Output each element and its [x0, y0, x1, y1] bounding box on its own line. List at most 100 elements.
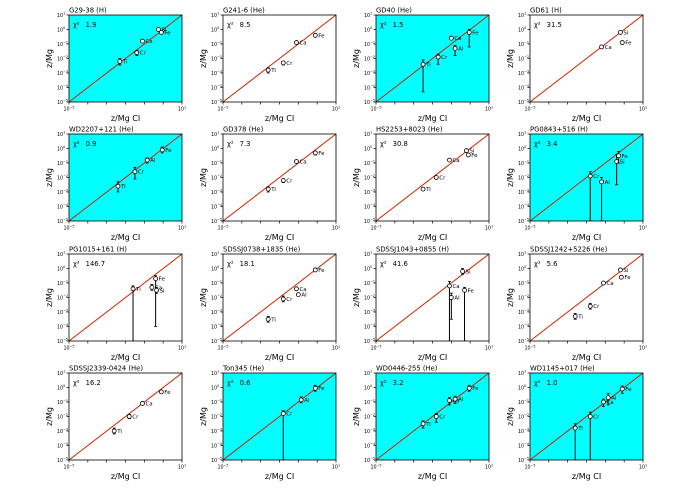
panel-4-y-tick-label: 10−2 [518, 55, 529, 62]
panel-15-x-axis-label: z/Mg CI [418, 472, 447, 481]
panel-11-points: Ca Al Si Fe [447, 268, 474, 341]
panel-2-y-tick-label: 10−4 [211, 84, 222, 91]
panel-11-point [448, 295, 454, 300]
panel-12-y-tick-label: 10−2 [518, 294, 529, 301]
panel-14-points: Cr Al Fe [280, 384, 325, 460]
panel-13-point [111, 428, 117, 434]
panel-13-point [158, 389, 164, 395]
panel-1-y-tick-label: 10−4 [57, 84, 68, 91]
panel-3-y-tick-label: 10−5 [364, 99, 375, 106]
panel-15-point [447, 398, 452, 403]
panel-13-y-tick-label: 10−3 [57, 428, 68, 435]
panel-4-chi2-value: 31.5 [547, 21, 562, 29]
panel-12-y-tick-label: 101 [518, 251, 526, 258]
panel-14-title: Ton345 (He) [222, 365, 265, 373]
panel-16-chi2-value: 1.0 [547, 379, 558, 387]
panel-4-x-tick-label: 10−5 [524, 105, 535, 112]
panel-1-y-axis-label: z/Mg [45, 49, 54, 68]
panel-10-y-tick-label: 10−2 [211, 294, 222, 301]
panel-16-point-label: Cr [593, 415, 600, 421]
panel-13-x-tick-label: 10−5 [63, 463, 74, 470]
panel-5-y-tick-label: 10−5 [57, 218, 68, 225]
panel-7-x-tick-label: 101 [485, 224, 493, 231]
panel-15-point [433, 414, 439, 419]
panel-12-point-label: Fe [624, 275, 631, 281]
panel-16-point [587, 414, 593, 419]
panel-5-y-tick-label: 10−3 [57, 189, 68, 196]
panel-6-chi2-symbol: χ² [227, 140, 234, 148]
panel-5-point [144, 157, 150, 163]
panel-16-point [619, 386, 625, 392]
panel-15-chi2-symbol: χ² [380, 379, 387, 387]
panel-1-chi2-symbol: χ² [73, 21, 80, 29]
panel-9-chi2: χ² 146.7 [73, 260, 105, 268]
panel-10-x-tick-label: 10−5 [217, 344, 228, 351]
panel-11-y-tick-label: 100 [364, 265, 372, 272]
panel-10-y-tick-label: 10−5 [211, 338, 222, 345]
panel-5-x-tick-label: 101 [178, 224, 186, 231]
panel-3-chi2: χ² 1.5 [380, 21, 403, 29]
panel-16-point [572, 425, 578, 431]
panel-14-point [298, 397, 304, 403]
panel-3-x-tick-label: 10−5 [370, 105, 381, 112]
panel-1-x-axis-label: z/Mg CI [111, 114, 140, 123]
panel-2-y-tick-label: 10−2 [211, 55, 222, 62]
panel-9-chi2-symbol: χ² [73, 260, 80, 268]
panel-6-y-tick-label: 10−3 [211, 189, 222, 196]
panel-9-point-label: Ca [155, 285, 162, 291]
panel-6-x-tick-label: 101 [332, 224, 340, 231]
panel-16-y-tick-label: 10−1 [518, 399, 529, 406]
panel-7-chi2: χ² 30.8 [380, 140, 408, 148]
panel-5-y-tick-label: 101 [57, 131, 65, 138]
panel-10-y-tick-label: 10−4 [211, 323, 222, 330]
panel-2-point [312, 32, 318, 38]
panel-10-point [295, 292, 301, 298]
panel-11-title: SDSSJ1043+0855 (H) [376, 246, 449, 254]
panel-15-point [466, 385, 472, 391]
panel-11-diagonal-line [375, 253, 490, 342]
panel-7-point [447, 157, 452, 163]
panel-13-y-axis-label: z/Mg [45, 407, 54, 426]
panel-3-point-label: Ti [425, 62, 431, 68]
panel-5-y-tick-label: 10−2 [57, 174, 68, 181]
panel-12-y-tick-label: 10−5 [518, 338, 529, 345]
panel-10-x-tick-label: 101 [332, 344, 340, 351]
panel-11-x-tick-label: 10−5 [370, 344, 381, 351]
panel-12-title: SDSSJ1242+5226 (He) [530, 246, 608, 254]
panel-6-x-axis-label: z/Mg CI [265, 233, 294, 242]
panel-7-x-axis-label: z/Mg CI [418, 233, 447, 242]
panel-16-chi2-symbol: χ² [534, 379, 541, 387]
panel-5-point-label: Cr [138, 170, 145, 176]
panel-7-point [420, 186, 426, 192]
panel-2-point [280, 60, 286, 66]
panel-3-y-tick-label: 10−4 [364, 84, 375, 91]
panel-11-x-tick-label: 101 [485, 344, 493, 351]
panel-12-chi2-symbol: χ² [534, 260, 541, 268]
panel-16-y-tick-label: 10−3 [518, 428, 529, 435]
panel-1-x-tick-label: 10−5 [63, 105, 74, 112]
panel-8-y-tick-label: 10−4 [518, 203, 529, 210]
panel-13-points: Ti Cr Ca Fe [111, 389, 171, 435]
panel-2-y-axis-label: z/Mg [199, 49, 208, 68]
panel-4-point [599, 44, 604, 50]
panel-10-y-tick-label: 100 [211, 265, 219, 272]
panel-12-point-label: Ca [606, 281, 613, 287]
panel-8-y-tick-label: 10−2 [518, 174, 529, 181]
panel-15-y-tick-label: 10−5 [364, 457, 375, 464]
panel-16-point-label: Ca [606, 400, 613, 406]
panel-16-y-axis-label: z/Mg [506, 407, 515, 426]
panel-9-point [130, 286, 136, 292]
panel-10-title: SDSSJ0738+1835 (He) [223, 246, 301, 254]
panel-16-x-axis-label: z/Mg CI [572, 472, 601, 481]
panel-10-point-label: Ca [299, 287, 306, 293]
panel-1-point [158, 30, 164, 35]
panel-2-point-label: Cr [286, 61, 293, 67]
panel-1-point-label: Fe [164, 30, 171, 36]
panel-11-y-axis-label: z/Mg [352, 288, 361, 307]
panel-15-point-label: Ti [425, 422, 431, 428]
panel-3-point-label: Cr [441, 55, 448, 61]
panel-13-y-tick-label: 10−1 [57, 399, 68, 406]
panel-12-point [618, 267, 623, 273]
panel-11-point-label: Si [466, 269, 471, 275]
panel-6-point-label: Cr [286, 178, 293, 184]
